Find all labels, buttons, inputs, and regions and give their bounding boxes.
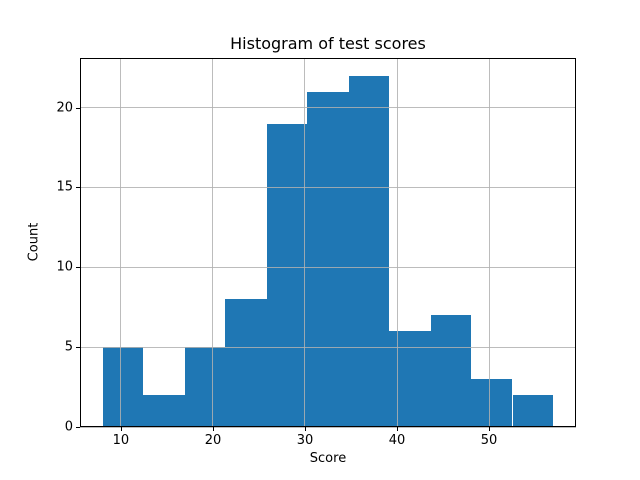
x-tick-mark (212, 427, 214, 431)
x-tick-label: 40 (388, 433, 406, 448)
x-tick-mark (397, 427, 399, 431)
histogram-bar (184, 347, 226, 427)
plot-area (80, 58, 576, 428)
x-tick-mark (489, 427, 491, 431)
y-tick-mark (76, 347, 80, 349)
x-tick-mark (304, 427, 306, 431)
grid-line-horizontal (80, 186, 576, 188)
grid-line-horizontal (80, 266, 576, 268)
histogram-bar (307, 91, 349, 427)
grid-line-vertical (304, 58, 306, 427)
grid-line-vertical (488, 58, 490, 427)
histogram-bar (430, 315, 472, 427)
grid-line-horizontal (80, 426, 576, 428)
y-tick-mark (76, 187, 80, 189)
grid-line-horizontal (80, 107, 576, 109)
histogram-bar (102, 347, 144, 427)
y-tick-label: 10 (56, 259, 73, 275)
grid-line-vertical (120, 58, 122, 427)
grid-line-vertical (396, 58, 398, 427)
y-axis-label: Count (26, 222, 42, 262)
histogram-bar (512, 395, 554, 427)
y-tick-mark (76, 427, 80, 428)
y-tick-label: 15 (56, 179, 73, 195)
histogram-bar (348, 75, 390, 427)
histogram-bar (143, 395, 185, 427)
histogram-bar (471, 379, 513, 427)
x-tick-mark (120, 427, 122, 431)
x-axis-label: Score (309, 451, 347, 466)
chart-title: Histogram of test scores (230, 34, 426, 53)
x-tick-label: 20 (204, 433, 222, 448)
grid-line-vertical (212, 58, 214, 427)
x-tick-label: 10 (112, 433, 130, 448)
y-tick-mark (76, 267, 80, 269)
y-tick-label: 0 (64, 419, 73, 435)
histogram-bar (266, 123, 308, 427)
y-tick-label: 5 (64, 339, 73, 355)
x-tick-label: 30 (296, 433, 314, 448)
y-tick-mark (76, 107, 80, 109)
histogram-bar (225, 299, 267, 427)
y-tick-label: 20 (56, 100, 73, 116)
grid-line-horizontal (80, 346, 576, 348)
x-tick-label: 50 (480, 433, 498, 448)
